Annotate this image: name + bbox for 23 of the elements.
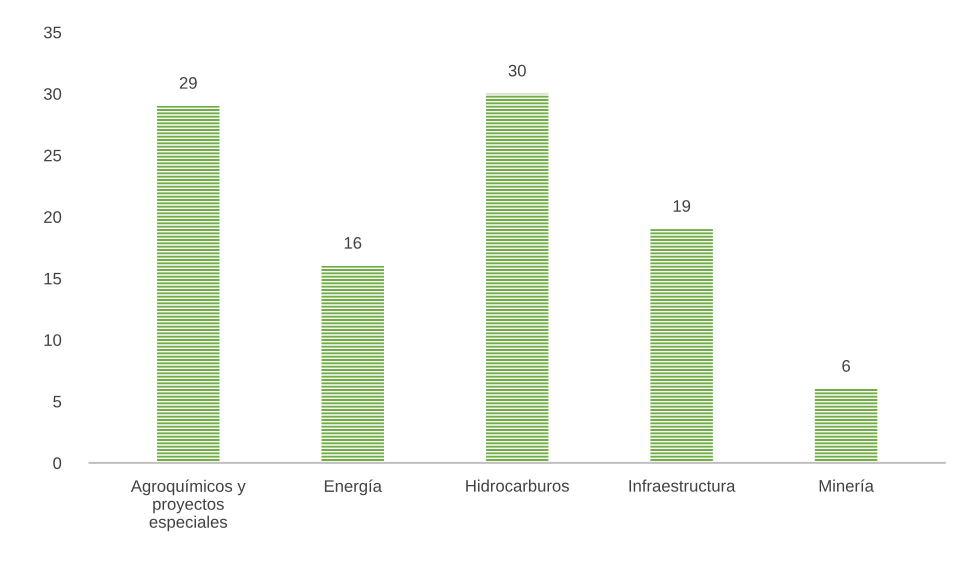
x-tick-label: Infraestructura xyxy=(629,480,736,492)
y-tick-label: 10 xyxy=(44,334,62,346)
bar xyxy=(157,106,220,463)
data-label: 6 xyxy=(842,360,850,372)
bar xyxy=(814,389,878,463)
y-tick-label: 0 xyxy=(53,457,62,470)
y-tick-label: 20 xyxy=(44,211,62,223)
bar xyxy=(486,94,548,463)
data-label: 16 xyxy=(344,237,362,249)
y-tick-label: 5 xyxy=(53,396,62,408)
y-tick-label: 30 xyxy=(44,88,62,100)
x-tick-label: Energía xyxy=(324,480,382,496)
x-tick-label: Minería xyxy=(820,479,874,492)
bar xyxy=(321,266,384,463)
data-label: 29 xyxy=(180,77,197,89)
x-tick-label: Hidrocarburos xyxy=(466,480,569,492)
y-tick-label: 25 xyxy=(44,150,62,162)
y-tick-label: 15 xyxy=(44,272,62,285)
y-tick-label: 35 xyxy=(44,26,62,38)
bar xyxy=(650,229,713,463)
data-label: 19 xyxy=(674,200,690,212)
x-tick-label: Agroquímicos y proyectos especiales xyxy=(130,480,246,532)
data-label: 30 xyxy=(508,64,526,77)
